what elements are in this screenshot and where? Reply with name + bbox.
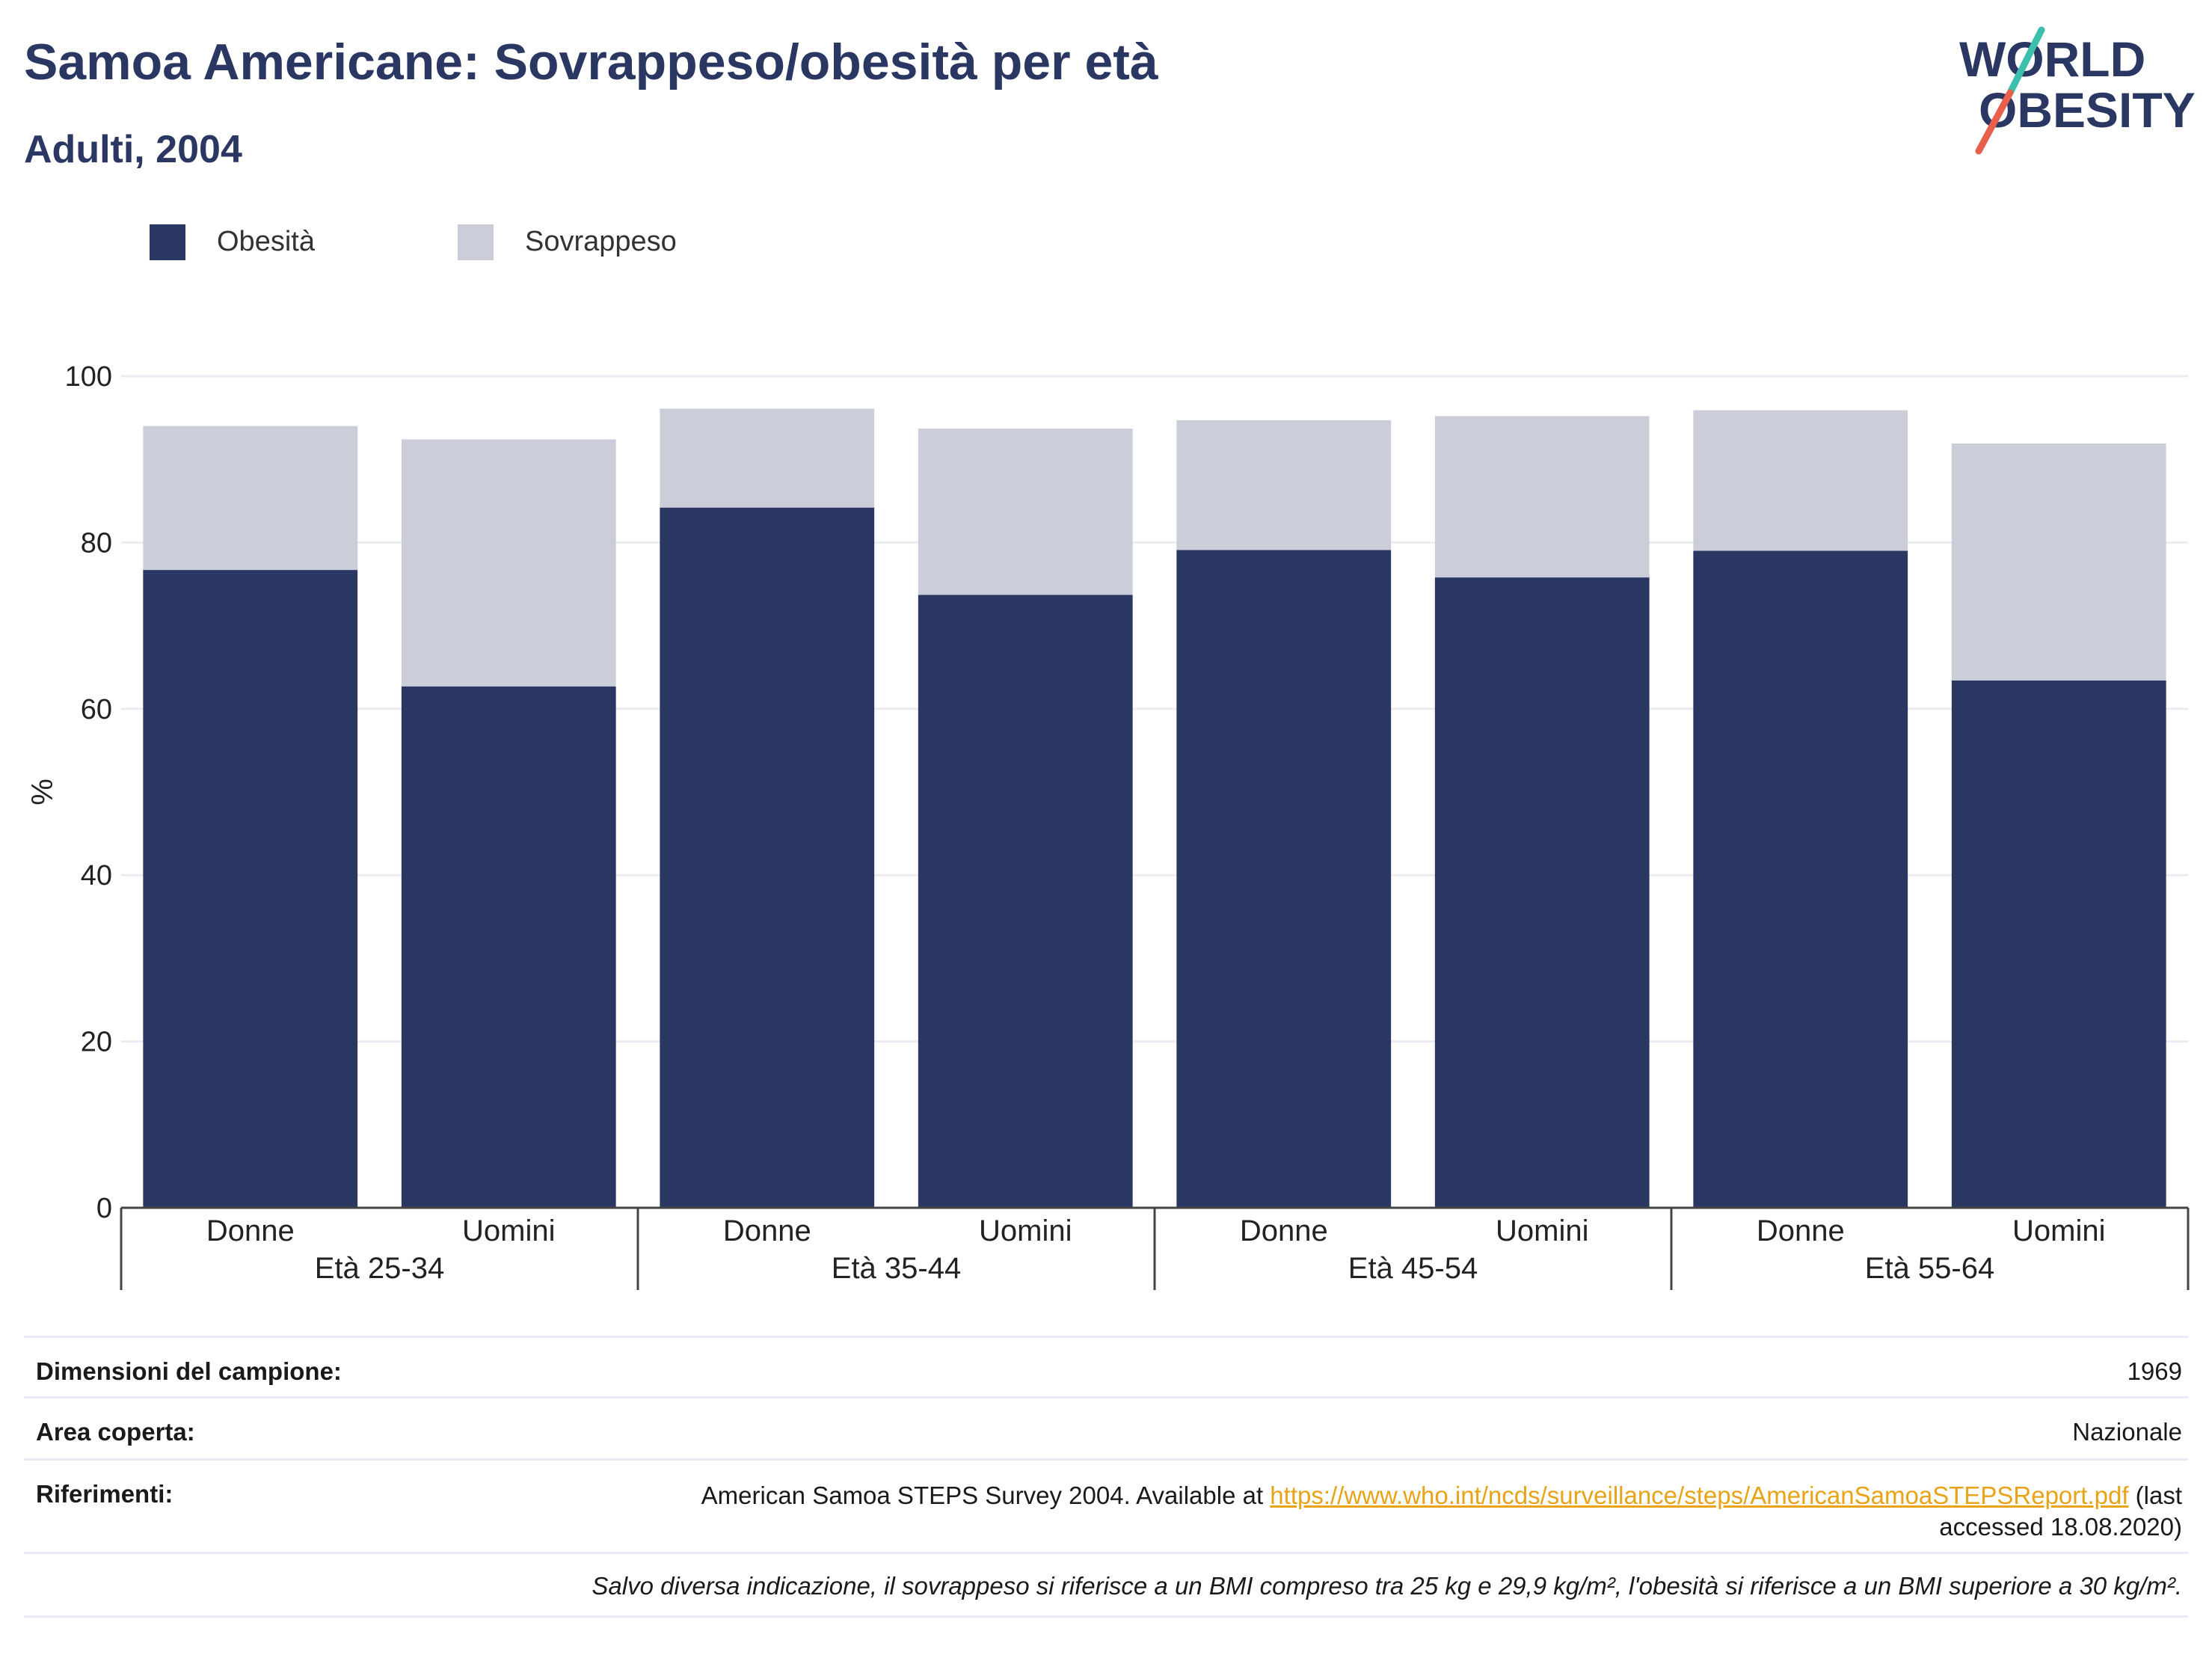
- bar-overweight-2: [660, 408, 875, 508]
- y-tick-label: 60: [81, 694, 112, 725]
- chart-title: Samoa Americane: Sovrappeso/obesità per …: [24, 34, 1158, 90]
- references-value: American Samoa STEPS Survey 2004. Availa…: [24, 1461, 2188, 1543]
- info-row-references: Riferimenti: American Samoa STEPS Survey…: [24, 1458, 2188, 1552]
- references-link[interactable]: https://www.who.int/ncds/surveillance/st…: [1270, 1481, 2129, 1509]
- y-tick-label: 20: [81, 1027, 112, 1058]
- y-tick-label: 40: [81, 860, 112, 891]
- bar-overweight-7: [1951, 443, 2166, 681]
- bar-overweight-3: [918, 429, 1133, 595]
- info-row-area: Area coperta: Nazionale: [24, 1396, 2188, 1458]
- x-tick-label: Uomini: [979, 1215, 1072, 1247]
- bar-obesity-3: [918, 595, 1133, 1208]
- bar-overweight-1: [401, 439, 616, 687]
- legend-label-overweight: Sovrappeso: [525, 226, 677, 257]
- x-tick-label: Donne: [1240, 1215, 1328, 1247]
- bar-obesity-1: [401, 686, 616, 1208]
- y-tick-label: 100: [65, 361, 112, 393]
- definition-note: Salvo diversa indicazione, il sovrappeso…: [592, 1572, 2182, 1600]
- info-row-note: Salvo diversa indicazione, il sovrappeso…: [24, 1552, 2188, 1618]
- logo-line2: OBESITY: [1979, 82, 2196, 138]
- x-tick-label: Donne: [723, 1215, 811, 1247]
- references-line2: accessed 18.08.2020): [1939, 1513, 2182, 1541]
- bar-obesity-0: [143, 570, 358, 1208]
- info-table: Dimensioni del campione: 1969 Area coper…: [24, 1336, 2188, 1618]
- y-tick-label: 80: [81, 527, 112, 559]
- area-covered-value: Nazionale: [2072, 1418, 2182, 1446]
- group-label: Età 35-44: [832, 1252, 961, 1285]
- references-label: Riferimenti:: [36, 1480, 173, 1508]
- bar-overweight-4: [1176, 420, 1392, 550]
- references-text: American Samoa STEPS Survey 2004. Availa…: [701, 1481, 1271, 1509]
- bar-overweight-0: [143, 426, 358, 571]
- y-axis-label: %: [26, 779, 59, 805]
- stacked-bar-chart: 0 20 40 60 80 100% Donne Uomini Donne Uomini Donne…: [26, 361, 2190, 1290]
- bar-obesity-4: [1176, 550, 1392, 1208]
- y-tick-label: 0: [96, 1193, 112, 1224]
- legend-label-obesity: Obesità: [217, 226, 315, 257]
- logo-line1: WORLD: [1959, 31, 2145, 87]
- bar-obesity-6: [1693, 550, 1908, 1208]
- bar-obesity-2: [660, 507, 875, 1208]
- group-label: Età 45-54: [1348, 1252, 1478, 1285]
- references-after-link: (last: [2128, 1481, 2182, 1509]
- legend-swatch-obesity: [150, 224, 185, 260]
- group-label: Età 55-64: [1865, 1252, 1994, 1285]
- group-label: Età 25-34: [315, 1252, 444, 1285]
- bar-obesity-7: [1951, 680, 2166, 1208]
- chart-subtitle: Adulti, 2004: [24, 128, 242, 171]
- sample-size-value: 1969: [2127, 1357, 2182, 1385]
- bar-obesity-5: [1434, 577, 1650, 1208]
- info-row-sample: Dimensioni del campione: 1969: [24, 1336, 2188, 1396]
- x-tick-label: Uomini: [2012, 1215, 2105, 1247]
- bar-overweight-6: [1693, 410, 1908, 551]
- x-tick-label: Uomini: [1496, 1215, 1588, 1247]
- sample-size-label: Dimensioni del campione:: [36, 1357, 342, 1385]
- x-tick-label: Donne: [206, 1215, 295, 1247]
- world-obesity-logo: WORLD OBESITY: [1944, 22, 2199, 157]
- x-tick-label: Donne: [1757, 1215, 1845, 1247]
- area-covered-label: Area coperta:: [36, 1418, 195, 1446]
- bar-overweight-5: [1434, 416, 1650, 578]
- x-tick-label: Uomini: [462, 1215, 555, 1247]
- legend-swatch-overweight: [458, 224, 494, 260]
